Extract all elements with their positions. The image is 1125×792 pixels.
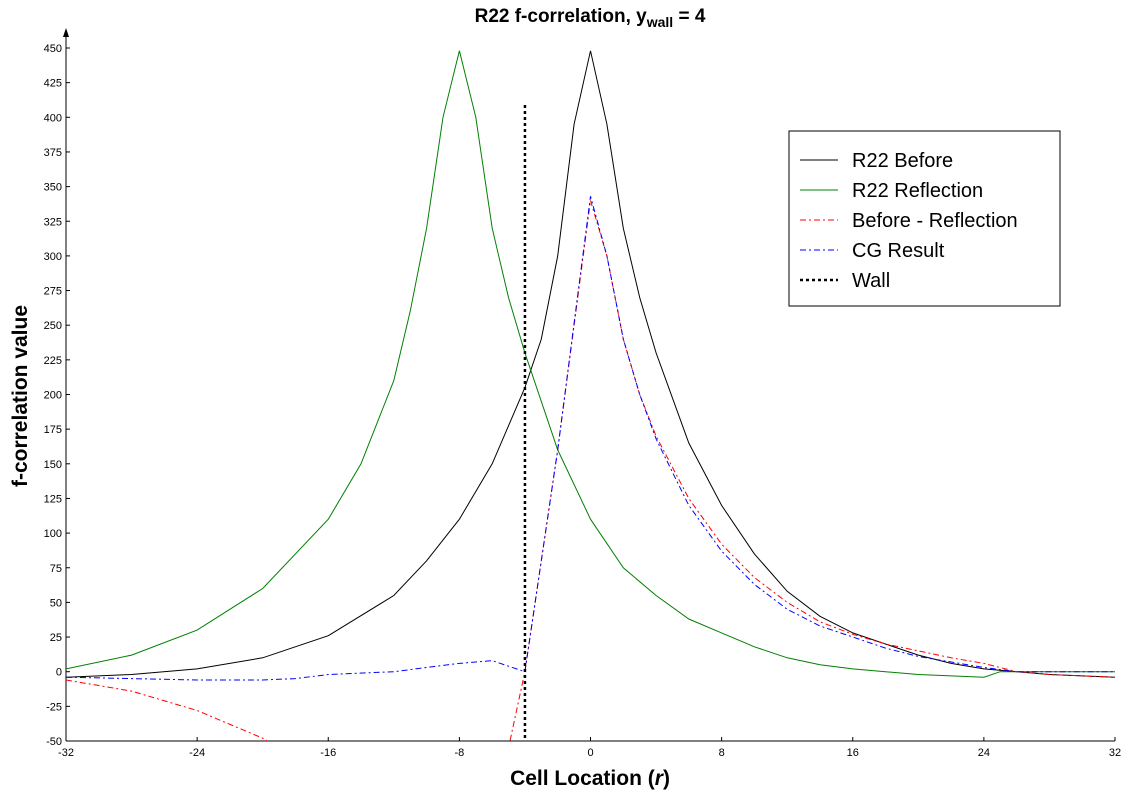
x-tick-label: -16: [320, 747, 336, 759]
y-tick-label: -50: [46, 736, 62, 748]
x-tick-label: -8: [454, 747, 464, 759]
legend-label: Before - Reflection: [852, 210, 1018, 232]
y-axis-arrow: [63, 28, 69, 37]
x-tick-label: 16: [847, 747, 859, 759]
y-tick-label: 100: [44, 528, 62, 540]
y-tick-label: 175: [44, 424, 62, 436]
y-tick-label: 125: [44, 493, 62, 505]
series-layer: [66, 50, 1115, 741]
legend-label: R22 Before: [852, 150, 953, 172]
chart-title: R22 f-correlation, ywall = 4: [475, 6, 706, 30]
y-tick-label: 325: [44, 216, 62, 228]
x-axis-label: Cell Location (r): [510, 767, 670, 790]
x-tick-label: -32: [58, 747, 74, 759]
series-line-2: [66, 50, 1115, 678]
legend-label: CG Result: [852, 240, 945, 262]
chart-title-subscript: wall: [646, 14, 673, 30]
y-tick-label: 350: [44, 182, 62, 194]
chart-title-suffix: = 4: [673, 6, 706, 27]
y-tick-label: 375: [44, 147, 62, 159]
x-tick-label: 8: [719, 747, 725, 759]
x-axis-label-var: r: [655, 767, 665, 790]
y-tick-label: 75: [50, 563, 62, 575]
y-axis-label: f-correlation value: [9, 305, 32, 487]
y-tick-label: 50: [50, 597, 62, 609]
x-axis-label-end: ): [663, 767, 670, 790]
y-tick-label: 425: [44, 78, 62, 90]
legend-label: Wall: [852, 270, 890, 292]
y-tick-label: 150: [44, 459, 62, 471]
chart-title-main: R22 f-correlation, y: [475, 6, 648, 27]
y-ticks: -50 -25 0 25 50 75 100 125 150 175 200 225 250 275 300…: [44, 43, 70, 748]
y-tick-label: 200: [44, 390, 62, 402]
y-tick-label: 225: [44, 355, 62, 367]
y-tick-label: 275: [44, 286, 62, 298]
x-axis-label-main: Cell Location (: [510, 767, 655, 790]
x-tick-label: 24: [978, 747, 990, 759]
y-tick-label: 0: [56, 667, 62, 679]
x-ticks: -32 -24 -16 -8 0 8 16 24 32: [58, 737, 1121, 759]
x-tick-label: 0: [587, 747, 593, 759]
y-tick-label: 300: [44, 251, 62, 263]
legend-label: R22 Reflection: [852, 180, 983, 202]
y-tick-label: 400: [44, 112, 62, 124]
legend: R22 Before R22 Reflection Before - Reflect…: [788, 130, 1061, 307]
y-tick-label: 450: [44, 43, 62, 55]
y-tick-label: 25: [50, 632, 62, 644]
y-tick-label: -25: [46, 701, 62, 713]
x-tick-label: -24: [189, 747, 205, 759]
x-tick-label: 32: [1109, 747, 1121, 759]
y-tick-label: 250: [44, 320, 62, 332]
series-line-1: [66, 50, 1115, 678]
